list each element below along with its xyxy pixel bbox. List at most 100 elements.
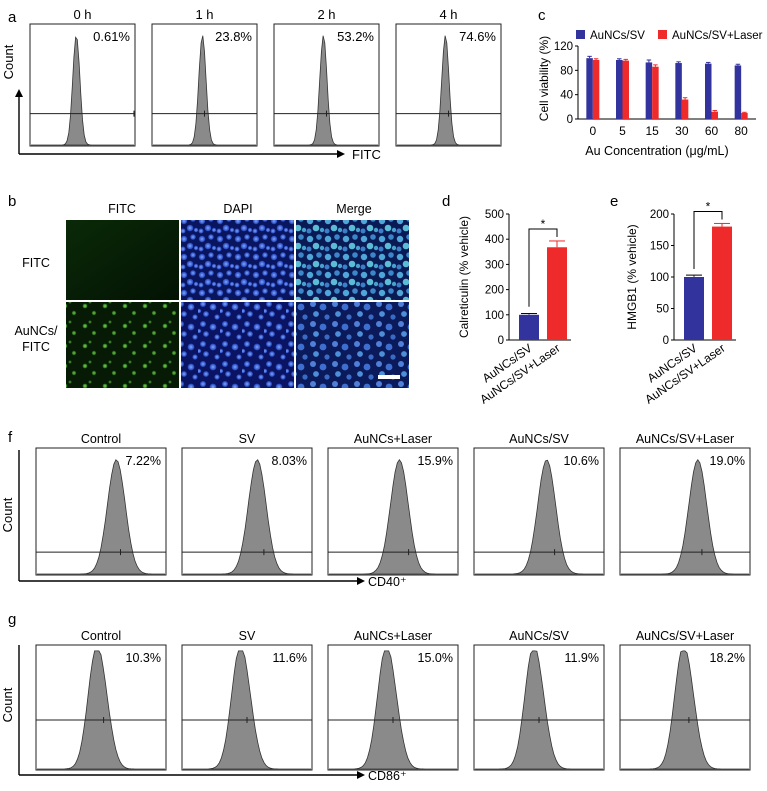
panel-c-bar-aunc-sv-laser (741, 112, 748, 119)
panel-d-significance-star: * (541, 217, 546, 231)
panel-b-col-fitc: FITC (108, 202, 136, 216)
panel-f-ylabel: Count (0, 497, 15, 532)
panel-a-plot-title: 2 h (317, 7, 335, 22)
panel-g-histogram (475, 650, 603, 770)
micro-fitc-control (66, 220, 179, 300)
panel-e-ytick-label: 200 (650, 209, 669, 221)
panel-g-plot-0: 10.3% (35, 644, 167, 771)
panel-a-histogram (275, 35, 378, 146)
panel-c-bar-aunc-sv (705, 63, 712, 119)
panel-c-ytick-label: 0 (567, 114, 573, 126)
panel-f-percent-label: 15.9% (418, 454, 453, 468)
panel-c-xtick-label: 30 (675, 124, 689, 138)
panel-c-ytick-label: 40 (560, 90, 573, 102)
panel-letter-g: g (8, 611, 16, 628)
panel-f-plot-title: AuNCs+Laser (354, 432, 432, 446)
panel-d-ytick-label: 200 (485, 285, 504, 297)
panel-g-percent-label: 11.6% (272, 651, 307, 665)
scale-bar (378, 375, 400, 379)
panel-a-ylabel: Count (1, 44, 16, 79)
panel-d-bar-aunc-sv-laser (547, 247, 567, 340)
panel-e-ylabel: HMGB1 (% vehicle) (625, 224, 639, 329)
panel-c-ytick-label: 120 (554, 41, 573, 53)
panel-a-percent-label: 74.6% (459, 29, 496, 44)
panel-c-bar-aunc-sv (675, 63, 682, 119)
micro-dapi-control (181, 220, 294, 300)
panel-e-bar-chart: 050100150200*AuNCs/SVAuNCs/SV+LaserHMGB1… (625, 199, 736, 407)
panel-letter-f: f (8, 429, 13, 446)
panel-e-ytick-label: 100 (650, 272, 669, 284)
panel-g-percent-label: 11.9% (564, 651, 599, 665)
panel-a-plot-title: 0 h (73, 7, 91, 22)
panel-c-xtick-label: 5 (619, 124, 626, 138)
panel-c-xtick-label: 0 (589, 124, 596, 138)
panel-a-plot-0: 0.61% (29, 23, 136, 147)
panel-b-col-merge: Merge (336, 202, 371, 216)
panel-d-bar-chart: 0100200300400500*AuNCs/SVAuNCs/SV+LaserC… (457, 209, 571, 407)
panel-c-bar-chart: 0 40 80 120 0 5 15 30 60 80 Au Concentration (μg/m… (537, 30, 763, 158)
panel-f-histogram (37, 459, 165, 575)
panel-letter-c: c (538, 7, 546, 24)
micro-merge-aunc (296, 302, 409, 388)
panel-c-bar-aunc-sv-laser (681, 99, 689, 119)
panel-e-significance-bracket (693, 210, 723, 269)
panel-f-plot-3: 10.6% (473, 447, 605, 576)
panel-a-percent-label: 23.8% (215, 29, 252, 44)
panel-e-ytick-label: 0 (663, 335, 669, 347)
panel-d-ytick-label: 500 (485, 209, 504, 221)
panel-f-histogram (621, 458, 749, 575)
micro-dapi-aunc (181, 302, 294, 388)
panel-f-x-arrow-icon (357, 577, 365, 585)
panel-f-xlabel: CD40⁺ (368, 575, 407, 589)
panel-c-bar-aunc-sv-laser (592, 59, 600, 119)
panel-a-plot-1: 23.8% (151, 23, 258, 147)
panel-e-ytick-label: 150 (650, 241, 669, 253)
panel-e-bar-aunc-sv (684, 277, 704, 340)
panel-f-plot-title: SV (239, 432, 256, 446)
panel-a-percent-label: 53.2% (337, 29, 374, 44)
panel-g-ylabel: Count (0, 687, 15, 722)
panel-a-plot-3: 74.6% (395, 23, 502, 147)
panel-f-percent-label: 8.03% (272, 454, 307, 468)
panel-g-histogram (183, 650, 311, 770)
panel-d-significance-bracket (528, 228, 558, 307)
panel-c-xtick-label: 60 (705, 124, 719, 138)
panel-c-legend-aunc-sv-laser: AuNCs/SV+Laser (672, 30, 763, 42)
panel-b-col-dapi: DAPI (223, 202, 252, 216)
panel-c-ytick-label: 80 (560, 65, 573, 77)
panel-letter-a: a (8, 9, 17, 26)
panel-d-ytick-label: 300 (485, 259, 504, 271)
panel-a-plot-title: 1 h (195, 7, 213, 22)
micro-fitc-aunc (66, 302, 179, 388)
panel-b-row-aunc-fitc: AuNCs/FITC (14, 324, 58, 354)
panel-f-histogram (475, 459, 603, 575)
panel-f-percent-label: 19.0% (710, 454, 745, 468)
panel-a-xlabel: FITC (352, 147, 381, 162)
panel-g-flow-histograms: 10.3% Control 11.6% SV 15.0% AuNCs+Laser 11.9%… (35, 629, 751, 771)
panel-g-plot-title: AuNCs+Laser (354, 629, 432, 643)
panel-b-microscopy: FITC DAPI Merge FITC AuNCs/FITC (14, 202, 409, 388)
panel-d-ylabel: Calreticulin (% vehicle) (457, 216, 471, 338)
panel-f-percent-label: 10.6% (564, 454, 599, 468)
panel-a-histogram (397, 35, 500, 146)
panel-a-histogram (153, 35, 256, 146)
panel-f-percent-label: 7.22% (126, 454, 161, 468)
panel-f-plot-4: 19.0% (619, 447, 751, 576)
panel-e-significance-star: * (706, 199, 711, 213)
panel-f-histogram (329, 458, 457, 575)
panel-g-plot-3: 11.9% (473, 644, 605, 771)
panel-g-plot-4: 18.2% (619, 644, 751, 771)
panel-a-histogram (31, 36, 134, 146)
panel-g-plot-title: AuNCs/SV+Laser (636, 629, 734, 643)
panel-c-bar-aunc-sv-laser (622, 60, 629, 119)
panel-e-bar-aunc-sv-laser (712, 226, 732, 340)
panel-g-plot-1: 11.6% (181, 644, 313, 771)
panel-f-plot-0: 7.22% (35, 447, 167, 576)
panel-g-percent-label: 10.3% (126, 651, 161, 665)
panel-c-bar-aunc-sv (645, 62, 653, 119)
panel-a-x-arrow-icon (337, 150, 345, 158)
panel-g-histogram (329, 650, 457, 770)
panel-c-ylabel: Cell viability (%) (537, 36, 551, 121)
panel-letter-b: b (8, 193, 16, 210)
panel-c-xtick-label: 15 (645, 124, 659, 138)
